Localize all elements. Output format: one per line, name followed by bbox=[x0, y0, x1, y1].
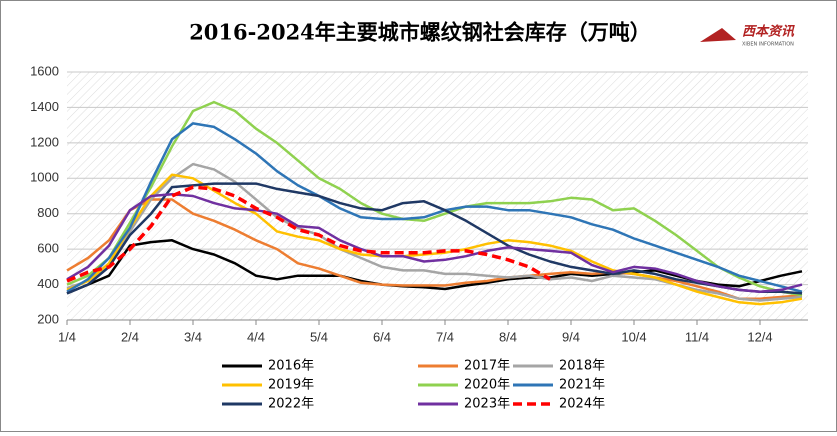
x-tick-label: 7/4 bbox=[436, 329, 454, 344]
legend-label: 2023年 bbox=[464, 397, 510, 412]
y-tick-label: 200 bbox=[37, 311, 59, 326]
y-tick-label: 1000 bbox=[30, 170, 59, 185]
y-tick-label: 400 bbox=[37, 276, 59, 291]
x-tick-label: 2/4 bbox=[121, 329, 139, 344]
legend-label: 2020年 bbox=[464, 378, 510, 393]
x-tick-label: 5/4 bbox=[310, 329, 328, 344]
logo-icon bbox=[700, 28, 736, 42]
y-tick-label: 1200 bbox=[30, 134, 59, 149]
x-tick-label: 12/4 bbox=[747, 329, 772, 344]
legend-label: 2021年 bbox=[559, 378, 605, 393]
legend-label: 2019年 bbox=[268, 378, 314, 393]
logo-text: 西本资讯 bbox=[742, 24, 795, 40]
series-line bbox=[66, 173, 803, 306]
legend-label: 2017年 bbox=[464, 359, 510, 374]
series-line bbox=[66, 100, 803, 297]
series-line bbox=[66, 198, 803, 300]
series-line bbox=[66, 182, 803, 295]
legend-label: 2018年 bbox=[559, 359, 605, 374]
x-tick-label: 1/4 bbox=[58, 329, 76, 344]
x-tick-label: 8/4 bbox=[499, 329, 517, 344]
legend-label: 2024年 bbox=[559, 397, 605, 412]
y-tick-label: 600 bbox=[37, 241, 59, 256]
x-tick-label: 6/4 bbox=[373, 329, 391, 344]
chart-title: 2016-2024年主要城市螺纹钢社会库存（万吨） bbox=[189, 20, 651, 45]
y-tick-label: 800 bbox=[37, 205, 59, 220]
x-tick-label: 9/4 bbox=[562, 329, 580, 344]
y-tick-label: 1600 bbox=[30, 63, 59, 78]
x-tick-label: 3/4 bbox=[184, 329, 202, 344]
y-tick-label: 1400 bbox=[30, 99, 59, 114]
series-line bbox=[66, 192, 803, 293]
legend-label: 2016年 bbox=[268, 359, 314, 374]
x-tick-label: 10/4 bbox=[621, 329, 646, 344]
logo-subtitle: XIBEN INFORMATION bbox=[742, 42, 794, 48]
series-line bbox=[66, 185, 551, 283]
logo: 西本资讯 XIBEN INFORMATION bbox=[700, 24, 795, 48]
x-tick-label: 4/4 bbox=[247, 329, 265, 344]
x-tick-label: 11/4 bbox=[685, 329, 709, 344]
series-line bbox=[66, 122, 803, 293]
series-line bbox=[66, 239, 803, 295]
legend-label: 2022年 bbox=[268, 397, 314, 412]
